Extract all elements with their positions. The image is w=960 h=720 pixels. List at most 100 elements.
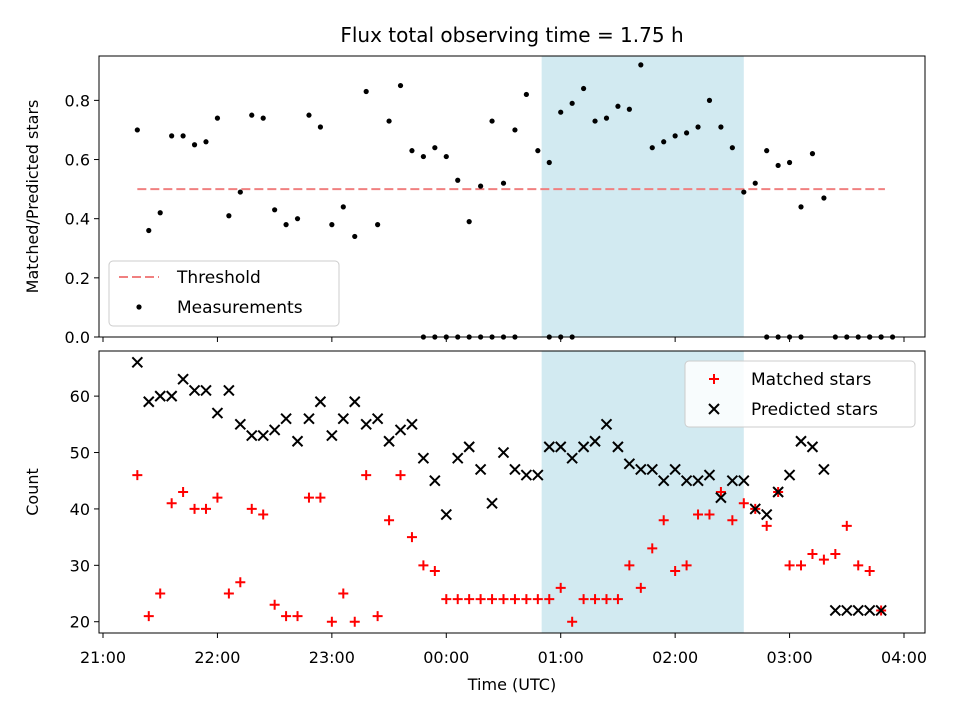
matched-star-marker [498, 594, 509, 605]
predicted-star-marker [326, 429, 338, 442]
plot-frame [98, 350, 926, 634]
predicted-star-marker [406, 418, 418, 431]
matched-star-marker [727, 515, 738, 526]
matched-star-marker [464, 594, 475, 605]
matched-star-marker [326, 616, 337, 627]
legend-predicted-swatch [708, 403, 720, 415]
predicted-star-marker [497, 446, 510, 459]
predicted-star-marker [680, 475, 693, 487]
matched-star-marker [715, 487, 726, 497]
matched-star-marker [235, 577, 246, 588]
predicted-star-marker [429, 475, 441, 487]
data-point [603, 115, 610, 121]
legend-box [684, 360, 916, 428]
data-point [775, 162, 781, 169]
x-tick-label: 00:00 [423, 648, 469, 667]
predicted-star-marker [635, 463, 647, 476]
predicted-star-marker [589, 435, 601, 447]
predicted-star-marker [806, 441, 819, 453]
data-point [352, 233, 358, 240]
data-point [706, 97, 713, 103]
predicted-star-marker [623, 458, 636, 470]
data-point [512, 127, 518, 133]
predicted-star-marker [738, 475, 750, 487]
predicted-star-marker [291, 435, 304, 447]
matched-star-marker [429, 565, 440, 576]
legend-predicted-label: Predicted stars [751, 400, 878, 420]
y-tick-label: 30 [70, 556, 90, 575]
predicted-star-marker [417, 452, 430, 464]
data-point [306, 112, 312, 118]
predicted-star-marker [692, 475, 704, 487]
data-point [638, 62, 644, 68]
legend-measurements-swatch [136, 304, 142, 310]
predicted-star-marker [452, 452, 464, 464]
matched-star-marker [681, 560, 692, 571]
matched-star-marker [349, 616, 360, 627]
predicted-star-marker [394, 424, 407, 436]
matched-star-marker [841, 520, 852, 531]
predicted-star-marker [795, 435, 807, 447]
plot-frame [98, 55, 926, 338]
matched-star-marker [738, 498, 749, 509]
predicted-star-marker [211, 407, 224, 419]
predicted-star-marker [852, 604, 864, 617]
legend: Threshold Measurements [108, 260, 340, 327]
matched-star-marker [864, 565, 875, 576]
predicted-star-marker [669, 463, 681, 476]
data-point [249, 112, 255, 118]
predicted-star-marker [143, 396, 155, 408]
matched-star-marker [372, 611, 383, 622]
data-point [581, 85, 587, 92]
matched-star-marker [830, 549, 841, 560]
predicted-star-marker [783, 469, 796, 481]
data-point [455, 177, 461, 183]
x-axis-label: Time (UTC) [467, 675, 556, 694]
predicted-star-marker [863, 604, 876, 617]
predicted-star-marker [703, 469, 716, 481]
panel-bottom: 20 30 40 50 60 21:00 22:00 23:00 00:00 01:00 02:00… [23, 350, 927, 694]
predicted-star-marker [360, 418, 372, 431]
matched-star-marker [601, 594, 612, 605]
matched-star-marker [624, 560, 635, 571]
predicted-star-marker [486, 497, 498, 509]
predicted-star-marker [577, 441, 590, 453]
legend-threshold-label: Threshold [176, 268, 261, 288]
data-point [649, 145, 655, 151]
data-point [375, 222, 381, 228]
data-point [523, 91, 529, 98]
data-point [397, 82, 404, 89]
matched-star-marker [258, 509, 269, 520]
matched-star-marker [212, 492, 223, 503]
y-tick-label: 0.8 [65, 91, 90, 110]
matched-star-marker [132, 470, 143, 481]
data-point [500, 180, 507, 186]
legend-matched-label: Matched stars [751, 370, 871, 390]
predicted-star-marker [280, 412, 292, 425]
data-point [157, 210, 163, 216]
data-point [363, 88, 369, 95]
predicted-star-marker [337, 412, 350, 425]
predicted-star-marker [509, 463, 521, 476]
legend-measurements-label: Measurements [177, 298, 303, 318]
data-point [283, 222, 289, 228]
predicted-star-marker [555, 441, 567, 453]
predicted-star-marker [760, 508, 773, 521]
legend: Matched stars Predicted stars [684, 360, 916, 428]
predicted-star-marker [234, 418, 247, 431]
predicted-star-marker [383, 435, 395, 447]
predicted-star-marker [543, 441, 555, 453]
legend-matched-swatch [709, 374, 719, 384]
predicted-star-marker [520, 469, 533, 481]
data-point [191, 142, 198, 148]
data-point [409, 148, 415, 154]
matched-star-marker [143, 611, 154, 622]
y-tick-label: 0.6 [65, 151, 90, 170]
data-point [237, 189, 243, 195]
matched-star-marker [853, 560, 864, 571]
data-point [695, 124, 701, 130]
matched-star-marker [338, 588, 349, 599]
matched-star-marker [784, 560, 795, 571]
y-tick-label: 0.4 [65, 210, 90, 229]
